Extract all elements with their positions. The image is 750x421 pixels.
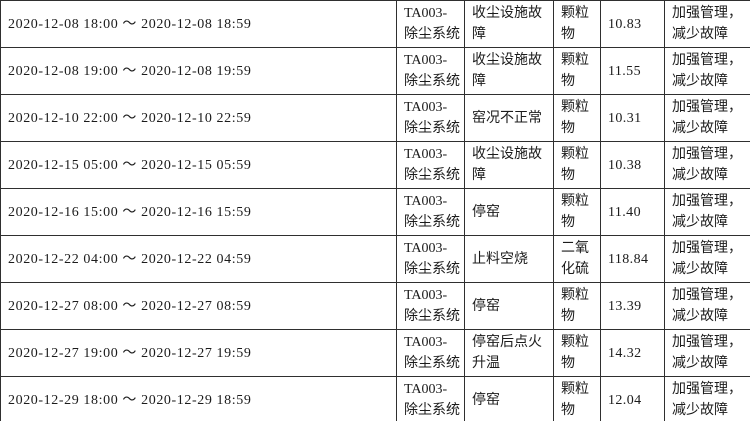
cell-unit-name: TA003-除尘系统 [396,329,465,377]
table-row: 2020-12-22 04:00 ～ 2020-12-22 04:59 TA003… [0,235,750,283]
table-row: 2020-12-27 19:00 ～ 2020-12-27 19:59 TA003… [0,329,750,377]
cell-suggestion: 加强管理，减少故障 [664,94,750,142]
cell-unit-name: TA003-除尘系统 [396,235,465,283]
table-row: 2020-12-27 08:00 ～ 2020-12-27 08:59 TA003… [0,282,750,330]
cell-time-range: 2020-12-08 18:00 ～ 2020-12-08 18:59 [0,0,397,48]
cell-pollutant-type: 颗粒物 [553,376,601,421]
cell-suggestion: 加强管理，减少故障 [664,141,750,189]
cell-concentration-value: 118.84 [600,235,665,283]
table-row: 2020-12-10 22:00 ～ 2020-12-10 22:59 TA003… [0,94,750,142]
cell-fault-cause: 停窑 [464,282,554,330]
cell-pollutant-type: 颗粒物 [553,47,601,95]
cell-unit-name: TA003-除尘系统 [396,94,465,142]
cell-time-range: 2020-12-15 05:00 ～ 2020-12-15 05:59 [0,141,397,189]
table-row: 2020-12-08 19:00 ～ 2020-12-08 19:59 TA003… [0,47,750,95]
cell-suggestion: 加强管理，减少故障 [664,235,750,283]
cell-unit-name: TA003-除尘系统 [396,376,465,421]
cell-suggestion: 加强管理，减少故障 [664,188,750,236]
cell-pollutant-type: 颗粒物 [553,188,601,236]
cell-concentration-value: 10.38 [600,141,665,189]
cell-time-range: 2020-12-08 19:00 ～ 2020-12-08 19:59 [0,47,397,95]
cell-suggestion: 加强管理，减少故障 [664,376,750,421]
cell-fault-cause: 停窑 [464,376,554,421]
cell-fault-cause: 止料空烧 [464,235,554,283]
cell-unit-name: TA003-除尘系统 [396,0,465,48]
cell-concentration-value: 13.39 [600,282,665,330]
cell-suggestion: 加强管理，减少故障 [664,0,750,48]
cell-pollutant-type: 二氧化硫 [553,235,601,283]
cell-concentration-value: 10.31 [600,94,665,142]
cell-fault-cause: 收尘设施故障 [464,141,554,189]
cell-fault-cause: 停窑后点火升温 [464,329,554,377]
cell-pollutant-type: 颗粒物 [553,329,601,377]
cell-concentration-value: 10.83 [600,0,665,48]
cell-time-range: 2020-12-10 22:00 ～ 2020-12-10 22:59 [0,94,397,142]
cell-pollutant-type: 颗粒物 [553,94,601,142]
cell-suggestion: 加强管理，减少故障 [664,47,750,95]
table-row: 2020-12-29 18:00 ～ 2020-12-29 18:59 TA003… [0,376,750,421]
cell-unit-name: TA003-除尘系统 [396,282,465,330]
table-row: 2020-12-08 18:00 ～ 2020-12-08 18:59 TA003… [0,0,750,48]
cell-unit-name: TA003-除尘系统 [396,188,465,236]
cell-time-range: 2020-12-16 15:00 ～ 2020-12-16 15:59 [0,188,397,236]
cell-concentration-value: 11.40 [600,188,665,236]
table-row: 2020-12-16 15:00 ～ 2020-12-16 15:59 TA003… [0,188,750,236]
cell-time-range: 2020-12-29 18:00 ～ 2020-12-29 18:59 [0,376,397,421]
cell-time-range: 2020-12-27 08:00 ～ 2020-12-27 08:59 [0,282,397,330]
cell-fault-cause: 收尘设施故障 [464,0,554,48]
cell-fault-cause: 窑况不正常 [464,94,554,142]
cell-concentration-value: 12.04 [600,376,665,421]
cell-fault-cause: 停窑 [464,188,554,236]
table-row: 2020-12-15 05:00 ～ 2020-12-15 05:59 TA003… [0,141,750,189]
cell-suggestion: 加强管理，减少故障 [664,282,750,330]
cell-pollutant-type: 颗粒物 [553,282,601,330]
cell-suggestion: 加强管理，减少故障 [664,329,750,377]
cell-time-range: 2020-12-22 04:00 ～ 2020-12-22 04:59 [0,235,397,283]
cell-concentration-value: 14.32 [600,329,665,377]
cell-pollutant-type: 颗粒物 [553,0,601,48]
cell-pollutant-type: 颗粒物 [553,141,601,189]
cell-time-range: 2020-12-27 19:00 ～ 2020-12-27 19:59 [0,329,397,377]
cell-unit-name: TA003-除尘系统 [396,141,465,189]
cell-unit-name: TA003-除尘系统 [396,47,465,95]
cell-fault-cause: 收尘设施故障 [464,47,554,95]
cell-concentration-value: 11.55 [600,47,665,95]
